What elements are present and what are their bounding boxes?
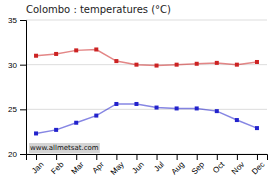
marker xyxy=(94,47,98,51)
tick-mark xyxy=(157,154,158,160)
tick-mark xyxy=(257,154,258,160)
tick-mark xyxy=(76,154,77,160)
tick: Feb xyxy=(49,154,66,176)
tick-label: Apr xyxy=(91,160,106,175)
marker xyxy=(74,121,78,125)
tick: Apr xyxy=(91,154,106,175)
marker xyxy=(175,106,179,110)
marker xyxy=(155,106,159,110)
tick: 35 xyxy=(8,16,26,25)
tick: May xyxy=(109,154,126,177)
marker xyxy=(114,102,118,106)
tick-mark xyxy=(237,154,238,160)
tick-label: 35 xyxy=(8,16,17,25)
marker xyxy=(134,102,138,106)
tick-mark xyxy=(20,154,26,155)
marker xyxy=(195,62,199,66)
tick-label: May xyxy=(109,160,126,177)
tick-mark xyxy=(20,109,26,110)
tick-mark xyxy=(96,154,97,160)
tick-mark xyxy=(20,20,26,21)
marker xyxy=(114,59,118,63)
grid-line xyxy=(26,109,267,110)
tick-label: Sep xyxy=(190,160,207,177)
series-line xyxy=(36,104,257,133)
tick: Aug xyxy=(170,154,186,176)
annotation-text: www.allmetsat.com xyxy=(30,144,99,152)
tick-mark xyxy=(177,154,178,160)
marker xyxy=(155,64,159,68)
tick: 25 xyxy=(8,105,26,114)
tick-mark xyxy=(217,154,218,160)
marker xyxy=(94,114,98,118)
marker xyxy=(54,52,58,56)
series-line xyxy=(36,49,257,65)
y-axis: 20 25 30 35 xyxy=(8,16,26,159)
tick-label: Mar xyxy=(70,160,86,176)
tick: Jun xyxy=(130,154,145,175)
tick: Nov xyxy=(230,154,246,176)
plot: Jan FebMar AprMay Jun Jul AugSepOctNovDec 20 25… xyxy=(8,16,267,177)
chart: Jan FebMar AprMay Jun Jul AugSepOctNovDec 20 25… xyxy=(0,0,277,182)
tick-label: Feb xyxy=(49,160,66,177)
grid xyxy=(26,20,267,154)
tick-mark xyxy=(56,154,57,160)
tick: Oct xyxy=(211,154,227,175)
marker xyxy=(54,128,58,132)
tick-label: Aug xyxy=(170,160,186,176)
annotation-box xyxy=(29,143,100,153)
tick-label: Nov xyxy=(230,160,246,176)
marker xyxy=(134,63,138,67)
marker xyxy=(215,109,219,113)
marker xyxy=(235,63,239,67)
tick-mark xyxy=(197,154,198,160)
tick: Mar xyxy=(70,154,86,176)
marker xyxy=(34,131,38,135)
marker xyxy=(255,126,259,130)
annotation: www.allmetsat.com xyxy=(29,143,100,153)
grid-line xyxy=(26,20,267,21)
tick: Jul xyxy=(152,154,166,174)
axis-line xyxy=(27,155,268,161)
tick-mark xyxy=(20,65,26,66)
marker xyxy=(215,61,219,65)
tick-label: 20 xyxy=(8,150,17,159)
tick-label: Jun xyxy=(130,160,145,175)
title: Colombo : temperatures (°C) xyxy=(26,4,171,15)
tick-label: Oct xyxy=(211,159,227,175)
marks xyxy=(34,47,259,135)
marker xyxy=(195,106,199,110)
x-axis: Jan FebMar AprMay Jun Jul AugSepOctNovDec xyxy=(27,154,268,177)
marker xyxy=(74,48,78,52)
tick: Sep xyxy=(190,154,207,176)
marker xyxy=(255,60,259,64)
marker xyxy=(175,63,179,67)
tick-label: Dec xyxy=(250,160,266,176)
tick-label: 30 xyxy=(8,61,17,70)
marker xyxy=(34,54,38,58)
axis-line xyxy=(20,21,27,155)
tick-mark xyxy=(36,154,37,160)
tick-label: 25 xyxy=(8,105,17,114)
tick: Jan xyxy=(30,154,45,175)
tick-label: Jan xyxy=(30,160,45,175)
tick: 30 xyxy=(8,61,26,70)
tick: 20 xyxy=(8,150,26,159)
tick-mark xyxy=(116,154,117,160)
marker xyxy=(235,118,239,122)
tick: Dec xyxy=(250,154,266,176)
tick-label: Jul xyxy=(152,160,166,174)
tick-mark xyxy=(136,154,137,160)
